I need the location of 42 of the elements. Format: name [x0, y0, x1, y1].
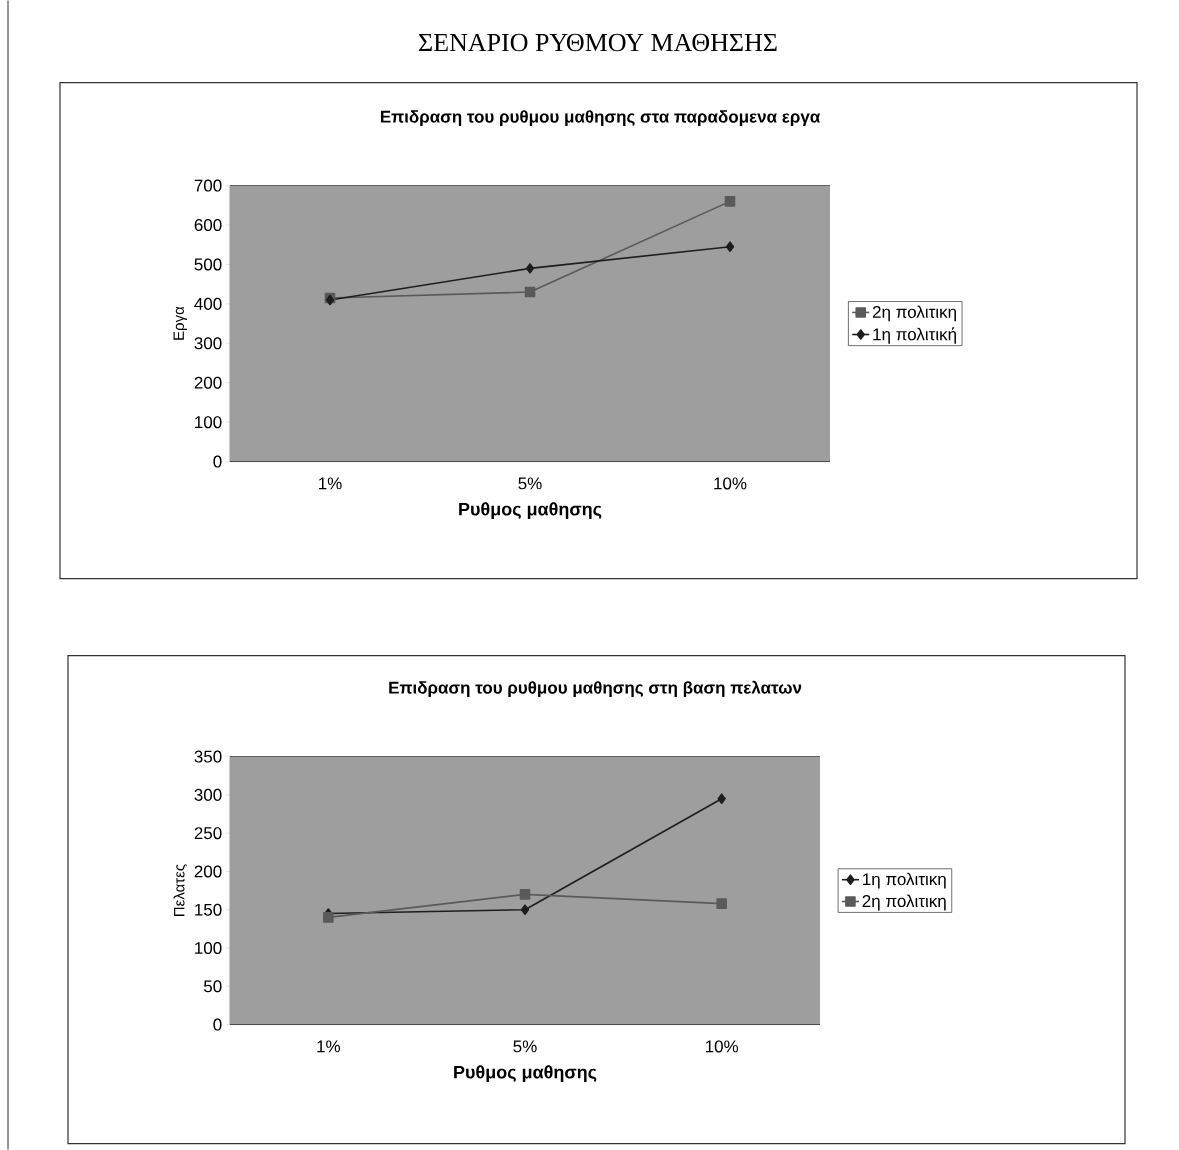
y-tick-label: 150 — [195, 903, 222, 916]
x-tick-label: 10% — [714, 477, 747, 490]
point — [716, 898, 727, 909]
y-tick-label: 50 — [203, 980, 222, 993]
point — [323, 911, 334, 923]
x-tick-label: 5% — [518, 477, 542, 490]
y-tick-label: 350 — [194, 750, 222, 763]
x-axis-title: Ρυθμος μαθησης — [459, 502, 602, 519]
y-axis-title: Εργα — [173, 306, 187, 340]
legend-label: 2η πολιτικη — [872, 305, 956, 322]
legend-label: 2η πολιτικη — [862, 894, 946, 911]
y-tick-label: 200 — [194, 865, 222, 878]
legend-label: 1η πολιτικη — [863, 872, 946, 889]
chart-title: Επιδραση του ρυθμου μαθησης στη βαση πελατων — [389, 680, 802, 697]
legend-label: 1η πολιτική — [873, 327, 956, 344]
point — [724, 195, 736, 207]
point — [717, 793, 726, 804]
x-tick-label: 1% — [317, 1040, 341, 1053]
x-tick-label: 5% — [513, 1040, 537, 1053]
x-tick-label: 1% — [319, 477, 342, 490]
y-tick-label: 700 — [194, 179, 222, 192]
y-tick-label: 300 — [194, 788, 222, 801]
y-tick-label: 0 — [213, 1018, 222, 1031]
y-tick-label: 100 — [195, 416, 222, 429]
y-tick-label: 300 — [194, 337, 222, 350]
y-tick-label: 0 — [213, 455, 222, 468]
point — [519, 889, 531, 900]
y-axis-title: Πελατες — [173, 864, 187, 916]
point — [524, 286, 536, 298]
x-tick-label: 10% — [705, 1040, 739, 1053]
y-tick-label: 100 — [195, 941, 222, 954]
y-tick-label: 400 — [194, 297, 222, 310]
y-tick-label: 500 — [194, 258, 222, 271]
text: ΣΕΝΑΡΙΟ ΡΥΘΜΟΥ ΜΑΘΗΣΗΣ — [419, 33, 777, 52]
x-axis-title: Ρυθμος μαθησης — [454, 1065, 597, 1082]
chart-title: Επιδραση του ρυθμου μαθησης στα παραδομενα εργα — [380, 110, 821, 126]
point — [725, 241, 735, 252]
y-tick-label: 600 — [194, 218, 222, 231]
point — [520, 904, 530, 915]
y-tick-label: 250 — [194, 827, 222, 840]
y-tick-label: 200 — [194, 376, 222, 389]
point — [525, 263, 535, 274]
